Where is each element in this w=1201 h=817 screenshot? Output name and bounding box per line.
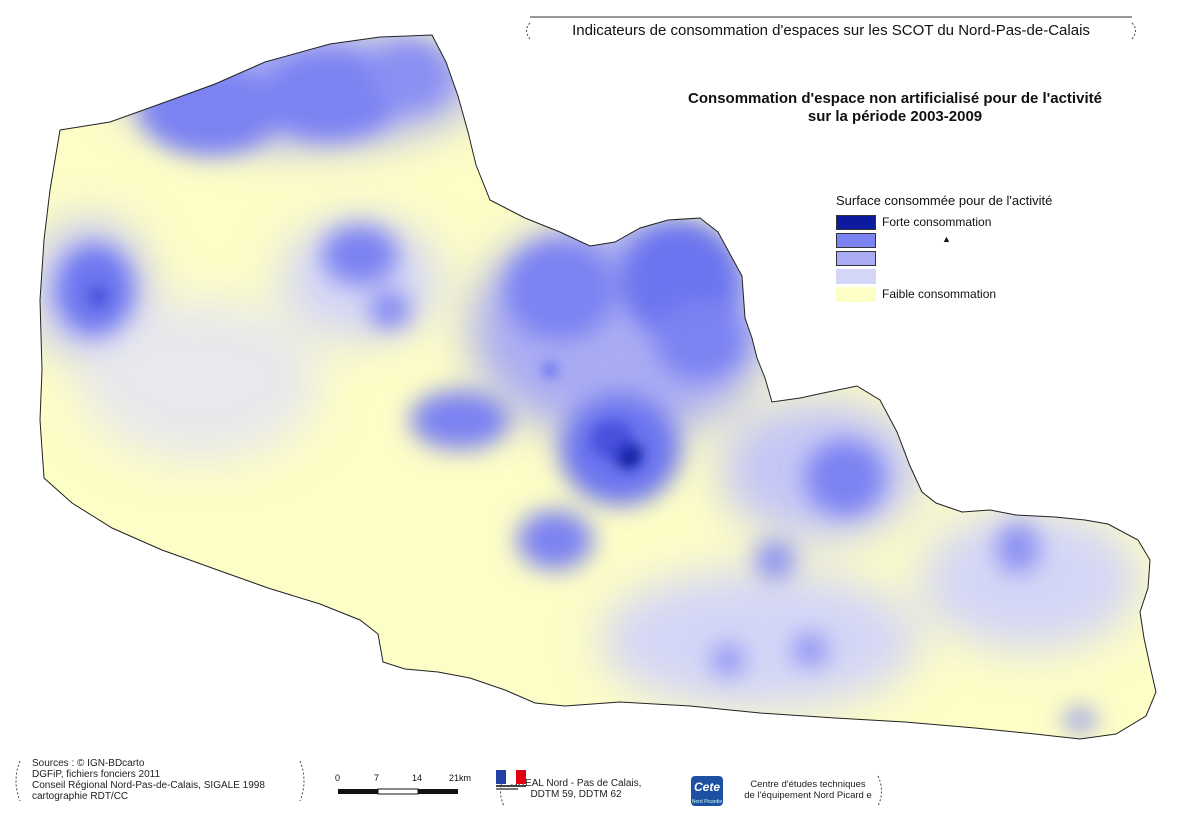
legend-item-low: Faible consommation [836, 286, 1156, 304]
legend-item-high: ▲ [836, 232, 1156, 250]
cete-text: Centre d'études techniques de l'équipeme… [728, 779, 888, 801]
legend-item-mid [836, 250, 1156, 268]
producer-brackets [500, 775, 882, 807]
legend-swatch [836, 269, 876, 284]
sources-brackets [15, 760, 305, 802]
scale-tick-label: 7 [374, 773, 380, 783]
producer-box: DREAL Nord - Pas de Calais, DDTM 59, DDT… [496, 770, 886, 812]
republique-francaise-logo [496, 770, 526, 790]
legend-item-mid-low [836, 268, 1156, 286]
legend-label: Faible consommation [882, 287, 997, 301]
scale-tick-label: 14 [412, 773, 423, 783]
legend-swatch [836, 287, 876, 302]
sources-text: Sources : © IGN-BDcarto DGFiP, fichiers … [32, 758, 265, 802]
legend-item-strong: Forte consommation [836, 214, 1156, 232]
header-title: Indicateurs de consommation d'espaces su… [572, 22, 1090, 39]
producer-line: DDTM 59, DDTM 62 [530, 789, 622, 800]
producer-text: DREAL Nord - Pas de Calais, DDTM 59, DDT… [496, 778, 656, 800]
legend-swatch [836, 251, 876, 266]
header-frame: Indicateurs de consommation d'espaces su… [522, 15, 1140, 45]
legend-title: Surface consommée pour de l'activité [836, 193, 1053, 208]
concentrated-zones [57, 40, 1095, 732]
scale-tick-label: 21km [449, 773, 472, 783]
map-title-line2: sur la période 2003-2009 [807, 108, 983, 125]
hotspots [88, 286, 642, 469]
legend-swatch [836, 233, 876, 248]
cete-logo-text: Cete [693, 780, 720, 794]
sources-line: Conseil Régional Nord-Pas-de-Calais, SIG… [32, 780, 265, 791]
scale-tick-label: 0 [335, 773, 341, 783]
sources-line: Sources : © IGN-BDcarto [32, 758, 145, 769]
cete-line: Centre d'études techniques [750, 779, 866, 790]
producer-line: DREAL Nord - Pas de Calais, [510, 778, 642, 789]
cete-logo-subtext: Nord Picardie [691, 799, 723, 805]
legend-label: Forte consommation [882, 215, 992, 229]
sources-line: DGFiP, fichiers fonciers 2011 [32, 769, 161, 780]
legend-swatch [836, 215, 876, 230]
legend-marker: ▲ [942, 234, 951, 244]
sources-line: cartographie RDT/CC [32, 791, 129, 802]
map-title: Consommation d'espace non artificialisé … [630, 90, 1160, 126]
cete-logo: Cete Nord Picardie [691, 776, 723, 806]
cete-line: de l'équipement Nord Picard e [744, 790, 872, 801]
scale-bar-graphic [338, 788, 458, 795]
scale-bar: 0 7 14 21km [330, 773, 490, 803]
legend: Surface consommée pour de l'activité For… [836, 193, 1156, 304]
sources-box: Sources : © IGN-BDcarto DGFiP, fichiers … [10, 755, 310, 807]
header-brackets [526, 16, 1136, 40]
map-title-line1: Consommation d'espace non artificialisé … [688, 90, 1102, 107]
